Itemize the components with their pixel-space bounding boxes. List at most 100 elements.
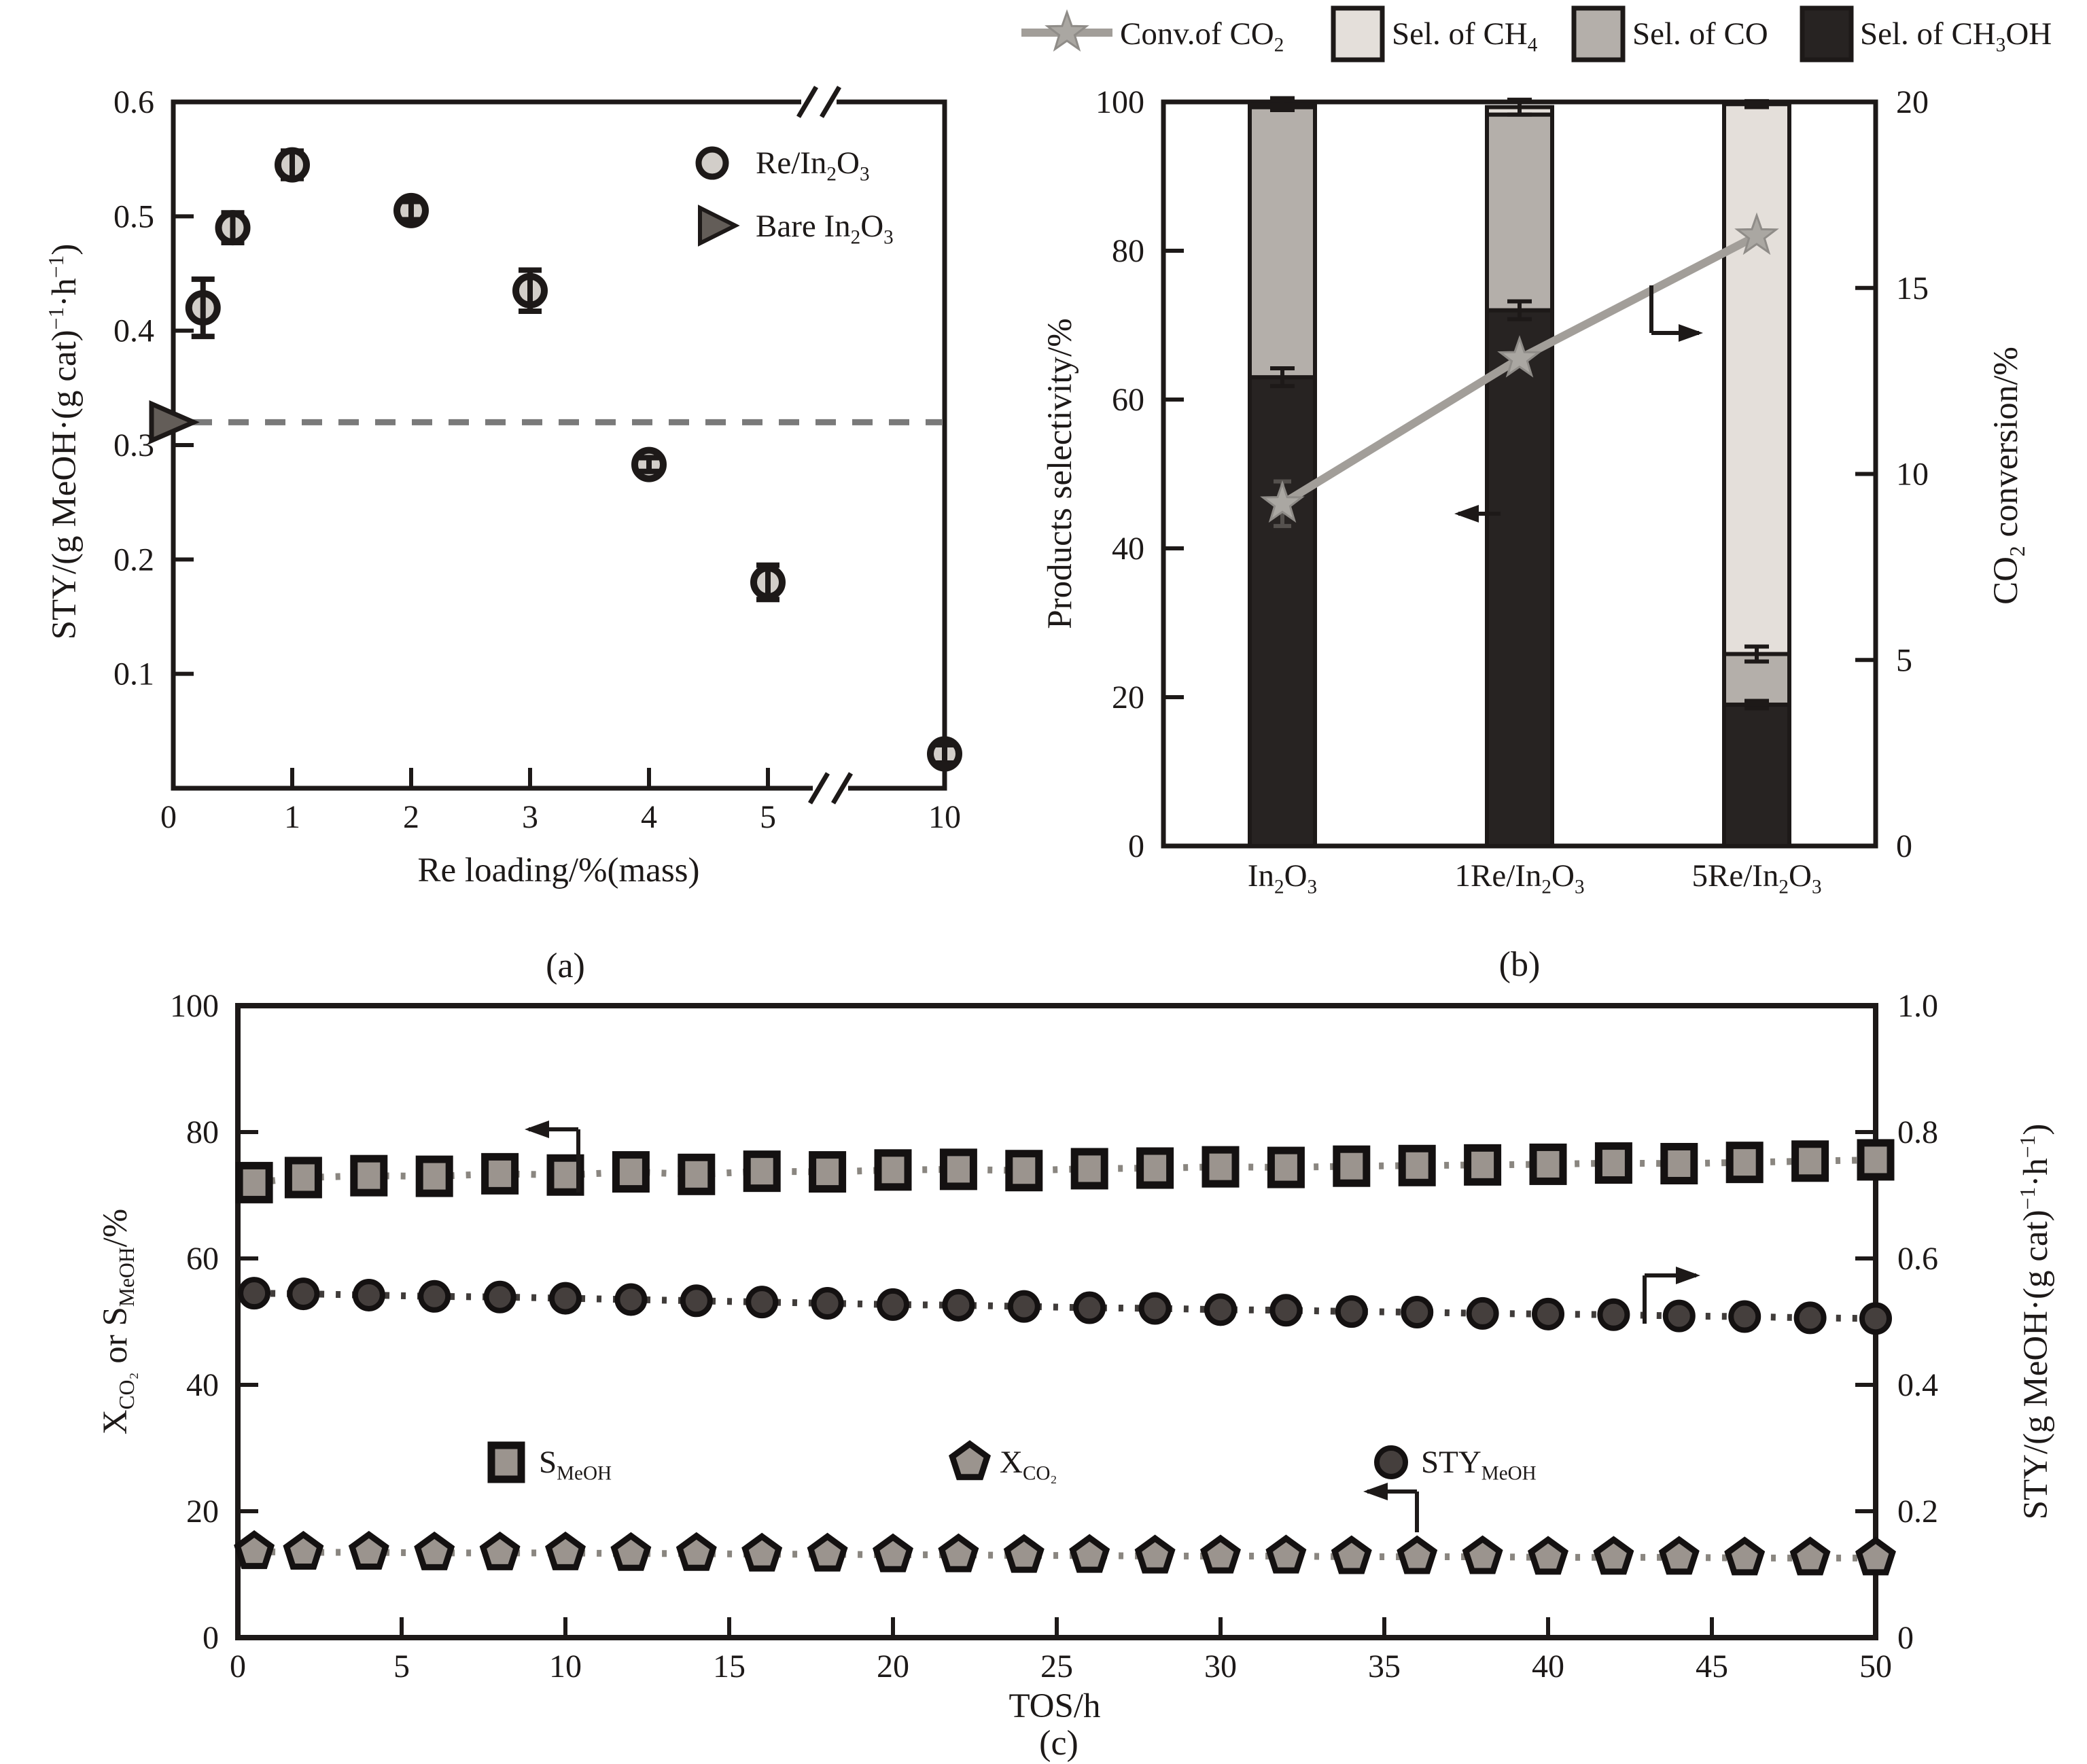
c-left-ytick-label: 20 (186, 1494, 219, 1530)
c-pentagon-marker (545, 1531, 586, 1570)
a-legend-label-re-in2o3: Re/In2O3 (756, 145, 870, 186)
c-square-marker (1267, 1146, 1305, 1188)
c-square-marker (1725, 1142, 1764, 1184)
c-circle-marker (1269, 1294, 1303, 1327)
b-left-ytick-label: 40 (1112, 531, 1144, 567)
a-legend-triangle-marker (698, 205, 740, 247)
a-ytick-label: 0.4 (113, 313, 154, 349)
b-legend-box-ch4 (1331, 5, 1385, 63)
a-xtick-label-10: 10 (928, 799, 961, 835)
a-legend-label-bare-in2o3: Bare In2O3 (756, 209, 894, 249)
c-circle-marker (418, 1280, 451, 1313)
c-square-marker (1857, 1139, 1895, 1181)
b-right-axis-title: CO2 conversion/% (1987, 347, 2030, 605)
c-xtick-label: 5 (393, 1648, 410, 1684)
c-pentagon-marker (873, 1533, 913, 1572)
c-pentagon-marker (234, 1530, 275, 1570)
c-left-ytick-label: 60 (186, 1241, 219, 1277)
c-pentagon-marker (938, 1533, 979, 1572)
a-legend-circle-marker (695, 146, 729, 180)
c-circle-marker (238, 1277, 271, 1310)
c-left-axis-title: XCO₂ or SMeOH/% (97, 1208, 139, 1435)
b-category-label-in2o3: In2O3 (1247, 858, 1318, 898)
a-ytick-label: 0.5 (113, 198, 154, 234)
c-circle-marker (1335, 1295, 1368, 1328)
b-right-ytick-label: 0 (1896, 828, 1912, 864)
b-legend-box-ch3oh (1800, 5, 1854, 63)
b-bar-segment-b_co (1248, 105, 1317, 380)
c-xtick-label: 25 (1040, 1648, 1073, 1684)
c-right-ytick-label: 0.8 (1897, 1114, 1938, 1150)
c-square-marker (612, 1151, 650, 1193)
c-circle-marker (1007, 1290, 1040, 1323)
b-legend-label-sel-ch3oh: Sel. of CH3OH (1860, 16, 2052, 56)
c-right-ytick-label: 1.0 (1897, 988, 1938, 1024)
c-pentagon-marker (610, 1532, 652, 1571)
c-square-marker (1005, 1150, 1043, 1192)
c-circle-marker (1073, 1291, 1106, 1324)
c-square-marker (1202, 1146, 1240, 1188)
c-right-axis-title: STY/(g MeOH·(g cat)−1·h−1) (2016, 1123, 2055, 1520)
c-xtick-label: 0 (230, 1648, 246, 1684)
c-pentagon-marker (1331, 1535, 1372, 1574)
c-circle-marker (287, 1277, 320, 1311)
c-left-ytick-label: 40 (186, 1367, 219, 1403)
b-legend-box-co (1571, 5, 1626, 63)
c-pentagon-marker (1528, 1536, 1568, 1575)
b-right-ytick-label: 10 (1896, 457, 1929, 493)
c-pentagon-marker (479, 1531, 521, 1570)
c-circle-marker (1138, 1292, 1172, 1325)
c-xtick-label: 20 (877, 1648, 909, 1684)
c-square-marker (1594, 1142, 1632, 1184)
c-circle-marker (1859, 1302, 1892, 1335)
a-xtick-label: 5 (760, 799, 776, 835)
c-pentagon-marker (1462, 1535, 1503, 1574)
a-xtick-label: 1 (284, 799, 300, 835)
c-pentagon-marker (1397, 1535, 1438, 1574)
c-legend-square-marker (487, 1441, 525, 1483)
b-conversion-star-marker (1497, 335, 1542, 378)
b-bar-segment-b_ch3oh (1485, 308, 1554, 849)
b-right-ytick-label: 15 (1896, 270, 1929, 306)
a-x-axis-title: Re loading/%(mass) (417, 851, 700, 889)
c-xtick-label: 10 (549, 1648, 582, 1684)
c-square-marker (1136, 1147, 1174, 1189)
b-legend-label-sel-co: Sel. of CO (1632, 16, 1768, 52)
c-pentagon-marker (1069, 1534, 1110, 1573)
c-right-ytick-label: 0.4 (1897, 1367, 1938, 1403)
c-x-axis-title: TOS/h (1009, 1687, 1101, 1725)
c-square-marker (481, 1152, 519, 1195)
c-xtick-label: 15 (713, 1648, 746, 1684)
c-xtick-label: 40 (1532, 1648, 1564, 1684)
a-xtick-label: 4 (641, 799, 657, 835)
b-bar-segment-b_ch4 (1722, 102, 1791, 656)
c-series-line-circle (254, 1290, 1876, 1322)
c-xtick-label: 30 (1204, 1648, 1237, 1684)
c-circle-marker (1401, 1296, 1434, 1329)
a-ytick-label: 0.2 (113, 542, 154, 578)
a-ytick-label: 0.6 (113, 84, 154, 120)
c-pentagon-marker (1200, 1534, 1241, 1574)
c-square-marker (1464, 1144, 1502, 1186)
b-arrowhead-left (1454, 505, 1479, 523)
b-right-ytick-label: 5 (1896, 642, 1912, 678)
a-axis-break-top (819, 86, 842, 118)
c-left-ytick-label: 0 (203, 1620, 219, 1656)
b-bar-segment-b_co (1485, 112, 1554, 313)
c-pentagon-marker (1658, 1536, 1700, 1575)
c-square-marker (874, 1149, 912, 1191)
a-axis-break-top (796, 86, 819, 118)
b-left-ytick-label: 20 (1112, 680, 1144, 716)
c-left-ytick-label: 80 (186, 1114, 219, 1150)
a-ytick-label: 0.3 (113, 427, 154, 463)
c-circle-marker (877, 1288, 909, 1321)
c-circle-marker (811, 1287, 844, 1320)
c-pentagon-marker (1593, 1536, 1634, 1575)
a-panel-letter: (a) (546, 947, 585, 985)
c-circle-marker (1532, 1297, 1564, 1330)
c-circle-marker (1466, 1296, 1499, 1330)
c-square-marker (939, 1148, 977, 1190)
c-square-marker (1660, 1143, 1698, 1184)
